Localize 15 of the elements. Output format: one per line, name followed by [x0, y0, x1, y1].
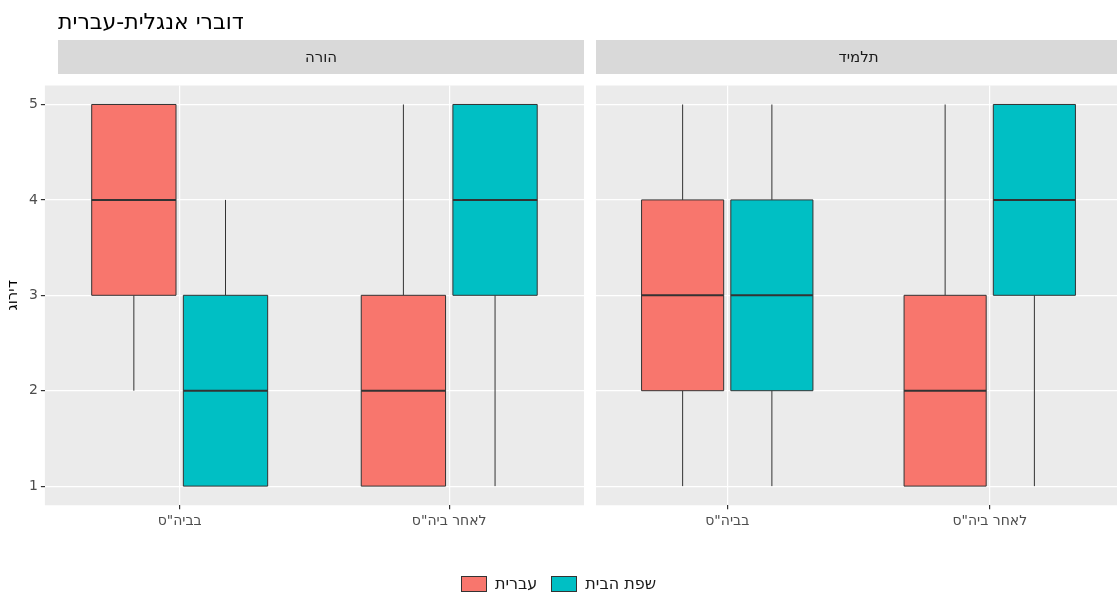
legend-label: שפת הבית — [585, 574, 657, 593]
chart-subtitle: הורה — [58, 40, 584, 74]
y-tick-label: 4 — [28, 190, 38, 207]
x-tick-label: לאחר ביה"ס — [411, 512, 487, 529]
y-tick-label: 3 — [28, 285, 38, 302]
y-tick-label: 1 — [28, 476, 38, 493]
x-tick-label: בביה"ס — [705, 512, 750, 529]
x-tick-label: לאחר ביה"ס — [952, 512, 1028, 529]
y-tick-label: 2 — [28, 381, 38, 398]
y-axis-title: דירוג — [2, 280, 21, 311]
chart-subtitle: תלמיד — [596, 40, 1117, 74]
legend-label: עברית — [494, 574, 538, 593]
chart-title: דוברי אנגלית-עברית — [58, 8, 244, 36]
x-tick-label: בביה"ס — [157, 512, 202, 529]
y-tick-label: 5 — [28, 95, 38, 112]
